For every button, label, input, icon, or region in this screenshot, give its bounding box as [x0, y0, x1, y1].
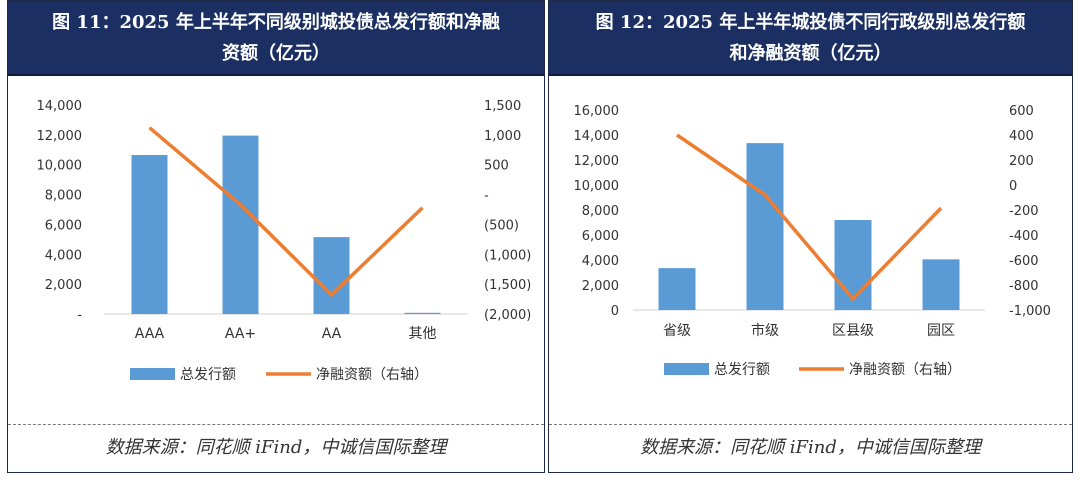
x-tick-label: 区县级: [832, 323, 874, 339]
chart-panel-left: 图 11：2025 年上半年不同级别城投债总发行额和净融 资额（亿元） - 2,0…: [7, 0, 545, 473]
y2-tick-label: -400: [1009, 229, 1039, 244]
x-tick-label: 市级: [751, 322, 779, 339]
source-note: 数据来源：同花顺 iFind，中诚信国际整理: [8, 424, 544, 472]
y-tick-label: 2,000: [45, 278, 82, 293]
y-tick-label: 8,000: [45, 189, 82, 204]
chart-title: 图 11：2025 年上半年不同级别城投债总发行额和净融 资额（亿元）: [8, 7, 544, 69]
y-tick-label: 0: [611, 304, 619, 319]
net-financing-line: [676, 133, 943, 302]
x-tick-label: AAA: [135, 326, 165, 342]
x-tick-label: AA+: [225, 326, 256, 342]
y2-tick-label: -1,000: [1009, 304, 1051, 319]
x-tick-label: 省级: [663, 323, 691, 339]
y2-tick-label: 600: [1009, 104, 1034, 119]
x-tick-label: AA: [322, 326, 342, 342]
y2-tick-label: 1,000: [484, 129, 521, 144]
y-tick-label: 10,000: [574, 179, 620, 194]
y-tick-label: 14,000: [37, 99, 83, 114]
source-note: 数据来源：同花顺 iFind，中诚信国际整理: [549, 424, 1072, 472]
y-tick-label: 4,000: [582, 254, 619, 269]
y-tick-label: 6,000: [45, 218, 82, 233]
chart-title-line2: 和净融资额（亿元）: [729, 43, 892, 64]
legend-label: 净融资额（右轴）: [849, 362, 961, 378]
y2-tick-label: -600: [1009, 254, 1039, 269]
bar: [222, 135, 259, 314]
x-tick-label: 园区: [927, 323, 955, 339]
y2-tick-label: 400: [1009, 129, 1034, 144]
y-tick-label: 12,000: [37, 129, 83, 144]
chart-header: 图 12：2025 年上半年城投债不同行政级别总发行额 和净融资额（亿元）: [549, 1, 1072, 76]
bar: [404, 312, 441, 314]
y-tick-label: -: [77, 308, 82, 323]
y-tick-label: 14,000: [574, 129, 620, 144]
y2-tick-label: 500: [484, 159, 509, 174]
y2-tick-label: 200: [1009, 154, 1034, 169]
chart-header: 图 11：2025 年上半年不同级别城投债总发行额和净融 资额（亿元）: [8, 1, 544, 76]
y-tick-label: 4,000: [45, 248, 82, 263]
bar: [746, 143, 784, 310]
bar: [131, 155, 168, 314]
chart-title-line2: 资额（亿元）: [222, 43, 330, 64]
legend-label: 总发行额: [180, 367, 236, 383]
chart-plot: 0 2,000 4,000 6,000 8,000 10,000 12,000 14,000 1…: [574, 104, 1051, 378]
y2-tick-label: -800: [1009, 279, 1039, 294]
chart-title: 图 12：2025 年上半年城投债不同行政级别总发行额 和净融资额（亿元）: [549, 7, 1072, 69]
y-tick-label: 6,000: [582, 229, 619, 244]
y2-tick-label: (500): [484, 218, 519, 233]
y-tick-label: 12,000: [574, 154, 620, 169]
legend-bar-swatch: [664, 363, 709, 375]
chart-panel-right: 图 12：2025 年上半年城投债不同行政级别总发行额 和净融资额（亿元） 0 2…: [548, 0, 1073, 473]
y2-tick-label: (1,500): [484, 278, 531, 293]
x-tick-label: 其他: [409, 326, 437, 342]
y2-tick-label: 0: [1009, 179, 1017, 194]
bar: [658, 268, 696, 310]
legend-label: 总发行额: [714, 362, 770, 378]
chart-title-line1: 图 12：2025 年上半年城投债不同行政级别总发行额: [595, 12, 1026, 33]
y2-tick-label: -200: [1009, 204, 1039, 219]
y-tick-label: 2,000: [582, 279, 619, 294]
y2-tick-label: 1,500: [484, 99, 521, 114]
y-tick-label: 16,000: [574, 104, 620, 119]
y2-tick-label: (1,000): [484, 248, 531, 263]
legend-bar-swatch: [130, 368, 175, 380]
bar: [922, 259, 960, 310]
y2-tick-label: -: [484, 189, 489, 204]
bar: [834, 220, 872, 310]
legend-label: 净融资额（右轴）: [316, 367, 428, 383]
chart-plot: - 2,000 4,000 6,000 8,000 10,000 12,000 14,000 (…: [37, 99, 532, 383]
chart-title-line1: 图 11：2025 年上半年不同级别城投债总发行额和净融: [52, 12, 500, 33]
y-tick-label: 8,000: [582, 204, 619, 219]
y-tick-label: 10,000: [37, 159, 83, 174]
bar: [313, 237, 350, 314]
net-financing-line: [148, 126, 424, 298]
y2-tick-label: (2,000): [484, 308, 531, 323]
